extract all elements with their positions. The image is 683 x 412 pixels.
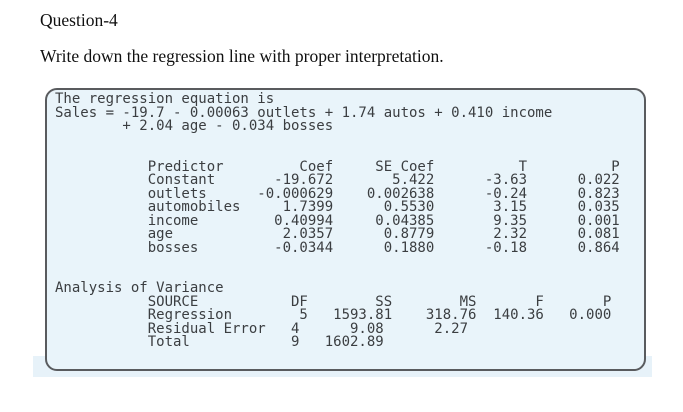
output-line-anova-total-row: Total 9 1602.89 [55,334,384,350]
output-line-bosses-row: bosses -0.0344 0.1880 -0.18 0.864 [55,239,620,256]
output-line-equation-header: The regression equation is [55,91,275,107]
output-line-predictor-header: Predictor Coef SE Coef T P [55,158,620,175]
regression-output-box: The regression equation is Sales = -19.7 … [45,88,646,371]
output-line-blank [55,134,638,148]
output-line-anova-title: Analysis of Variance [55,280,224,296]
output-line-outlets-row: outlets -0.000629 0.002638 -0.24 0.823 [55,185,620,202]
output-line-age-row: age 2.0357 0.8779 2.32 0.081 [55,226,620,242]
output-line-blank [55,255,638,269]
output-line-equation-2: + 2.04 age - 0.034 bosses [55,118,334,134]
output-line-anova-regression-row: Regression 5 1593.81 318.76 140.36 0.000 [55,307,612,323]
output-line-constant-row: Constant -19.672 5.422 -3.63 0.022 [55,172,620,188]
output-line-income-row: income 0.40994 0.04385 9.35 0.001 [55,212,620,229]
output-line-anova-residual-row: Residual Error 4 9.08 2.27 [55,320,469,337]
output-line-equation-1: Sales = -19.7 - 0.00063 outlets + 1.74 a… [55,104,553,121]
minitab-output-text: The regression equation is Sales = -19.7 … [55,91,638,350]
question-prompt: Write down the regression line with prop… [40,46,444,66]
question-title: Question-4 [40,10,118,30]
output-line-anova-header: SOURCE DF SS MS F P [55,293,612,310]
output-line-automobiles-row: automobiles 1.7399 0.5530 3.15 0.035 [55,199,620,215]
